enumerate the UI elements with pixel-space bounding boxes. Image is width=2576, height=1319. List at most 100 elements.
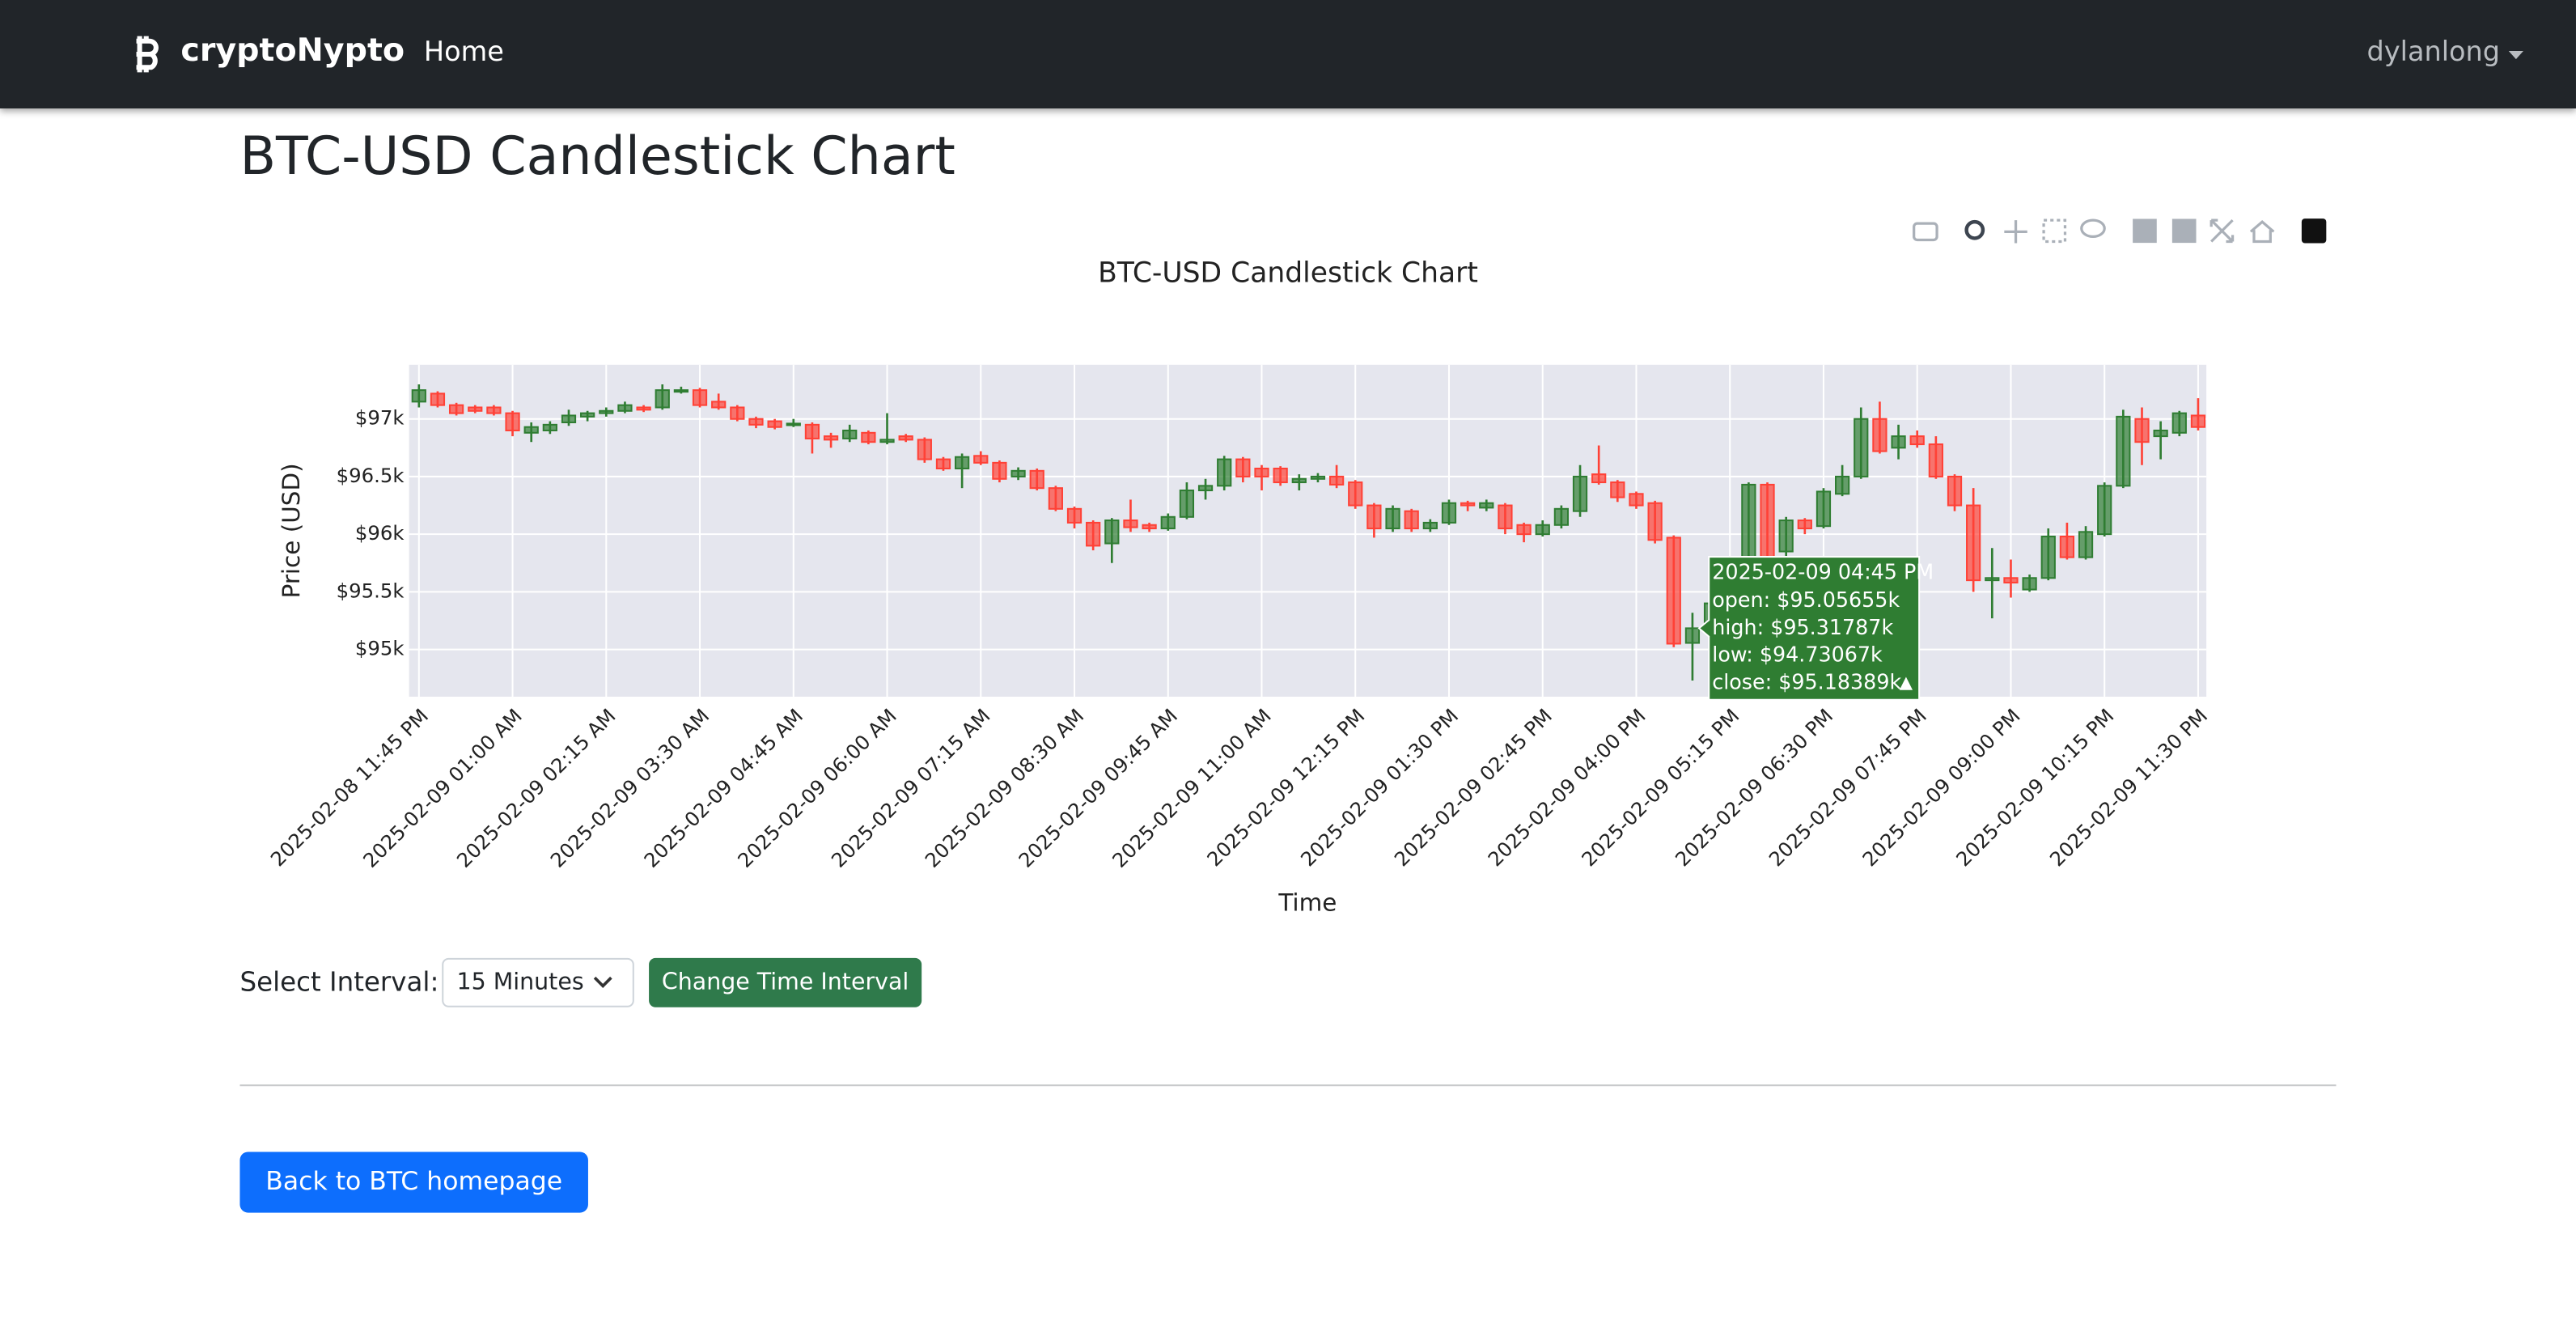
candle-body [411,389,426,403]
chart-title: BTC-USD Candlestick Chart [1098,257,1478,290]
candle-body [1123,520,1138,528]
modebar-camera[interactable] [1913,222,1938,242]
candle-body [448,404,464,414]
candle-body [1985,577,2000,582]
candle-body [542,423,557,431]
modebar-pan[interactable] [2004,220,2027,244]
candle-body [1741,483,1756,568]
x-tick-label: 2025-02-08 11:45 PM [266,704,433,871]
tooltip-arrow [1899,676,1913,690]
x-tick-label: 2025-02-09 03:30 AM [546,704,714,872]
candle-body [1291,477,1307,484]
candle-body [2059,535,2075,558]
candle-body [1029,469,1044,490]
candle-body [468,406,483,412]
x-tick-label: 2025-02-09 12:15 PM [1202,704,1369,871]
change-interval-button[interactable]: Change Time Interval [649,957,922,1007]
x-tick-label: 2025-02-09 04:45 AM [639,704,807,872]
modebar-zoom[interactable] [1964,219,1985,240]
candle-body [804,423,820,439]
candle-body [1797,520,1812,530]
x-tick-label: 2025-02-09 01:00 AM [358,704,527,872]
x-tick-label: 2025-02-09 05:15 PM [1577,704,1743,871]
back-button[interactable]: Back to BTC homepage [239,1151,588,1213]
candle-body [580,412,595,418]
y-tick-label: $96.5k [337,464,405,487]
x-tick-label: 2025-02-09 07:15 AM [827,704,995,872]
candle-body [1872,418,1888,452]
candle-body [935,458,951,469]
candle-body [1966,504,1981,582]
tooltip-line: high: $95.31787k [1712,615,1893,639]
candle-body [1479,502,1494,509]
candle-body [1460,502,1476,507]
candle-body [1142,524,1157,530]
x-tick-label: 2025-02-09 06:00 AM [733,704,901,872]
candle-body [673,389,689,393]
candle-body [1629,493,1644,507]
candle-body [1928,443,1943,477]
candle-body [655,389,670,409]
modebar-lasso[interactable] [2080,218,2106,239]
x-tick-label: 2025-02-09 02:45 PM [1390,704,1557,871]
interval-select[interactable]: 15 Minutes [442,957,634,1007]
candle-body [1760,483,1775,558]
candle-body [1328,475,1345,486]
candle-body [636,406,651,411]
candle-body [599,409,614,414]
modebar-home[interactable] [2249,219,2275,244]
modebar-logo[interactable] [2301,218,2327,244]
candle-body [767,420,782,428]
candle-body [1891,435,1906,449]
candle-body [711,401,727,409]
page-heading: BTC-USD Candlestick Chart [239,125,955,188]
candle-body [2022,577,2037,591]
candle-body [1217,458,1232,487]
y-tick-label: $95.5k [337,579,405,602]
candle-body [917,439,932,460]
candle-body [561,414,577,424]
candle-body [1516,524,1532,536]
candle-body [2003,577,2019,583]
candle-body [973,455,989,464]
candle-body [1572,475,1588,512]
chart: BTC-USD Candlestick Chart Price (USD) Time… [266,218,2327,916]
modebar-zoom-out[interactable] [2171,218,2197,244]
modebar-zoom-in[interactable] [2133,218,2157,244]
candle-body [2078,531,2094,558]
nav-link[interactable]: Home [423,36,504,68]
select-value: 15 Minutes [456,969,584,996]
x-tick-label: 2025-02-09 06:30 PM [1671,704,1837,871]
user-name: dylanlong [2366,36,2501,68]
candle-body [1160,515,1176,530]
candle-body [1498,504,1513,530]
candle-body [1553,507,1569,526]
navbar: cryptoNypto Home dylanlong [0,0,2576,109]
brand[interactable]: cryptoNypto [180,31,405,70]
candle-body [617,404,633,412]
user-menu[interactable]: dylanlong [2366,36,2524,68]
candle-body [992,461,1007,480]
candle-body [1854,418,1869,477]
candle-body [1947,475,1963,507]
y-axis-title: Price (USD) [278,463,305,598]
x-tick-label: 2025-02-09 04:00 PM [1483,704,1650,871]
tooltip-line: close: $95.18389k [1712,670,1901,694]
candle-body [1591,473,1607,484]
candle-body [1441,502,1457,524]
candle-body [1815,490,1832,528]
candle-body [1422,521,1438,530]
candle-body [1909,435,1925,446]
caret [2508,50,2524,60]
candle-body [1366,504,1382,530]
modebar-select[interactable] [2042,218,2067,244]
candle-body [1197,485,1214,492]
candle-body [786,422,801,426]
modebar-autoscale[interactable] [2210,218,2235,244]
divider [239,1084,2337,1087]
candle-body [1404,510,1419,530]
x-tick-label: 2025-02-09 11:00 AM [1108,704,1276,872]
